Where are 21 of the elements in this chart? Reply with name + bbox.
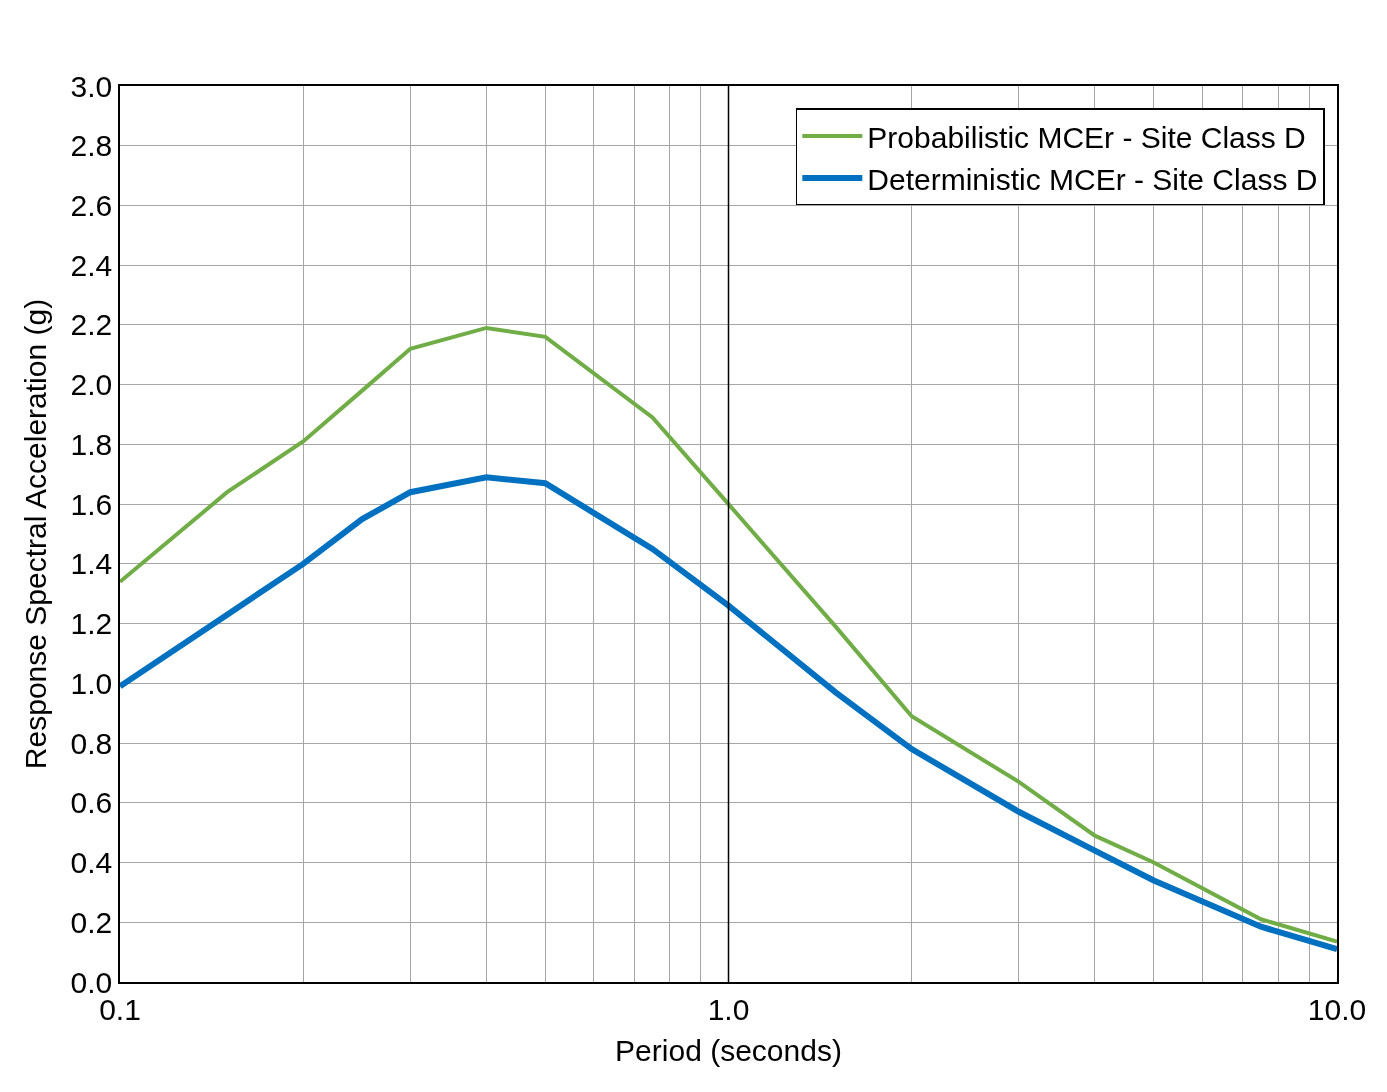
legend-label: Deterministic MCEr - Site Class D bbox=[867, 162, 1318, 196]
legend-label: Probabilistic MCEr - Site Class D bbox=[867, 120, 1306, 154]
y-tick-label: 1.8 bbox=[70, 427, 113, 461]
y-tick-label: 2.4 bbox=[70, 248, 113, 282]
x-tick-label: 10.0 bbox=[1307, 992, 1367, 1026]
y-tick-label: 2.0 bbox=[70, 368, 113, 402]
y-tick-label: 0.4 bbox=[70, 846, 113, 880]
y-tick-label: 2.6 bbox=[70, 188, 113, 222]
y-axis-title: Response Spectral Acceleration (g) bbox=[19, 298, 53, 770]
y-tick-label: 0.6 bbox=[70, 786, 113, 820]
y-tick-label: 0.8 bbox=[70, 726, 113, 760]
y-tick-label: 2.2 bbox=[70, 308, 113, 342]
y-tick-label: 2.8 bbox=[70, 129, 113, 163]
y-tick-label: 1.6 bbox=[70, 487, 113, 521]
y-tick-label: 1.2 bbox=[70, 607, 113, 641]
y-tick-label: 3.0 bbox=[70, 69, 113, 103]
x-axis-title: Period (seconds) bbox=[615, 1033, 842, 1067]
x-tick-label: 1.0 bbox=[707, 992, 750, 1026]
y-tick-label: 1.4 bbox=[70, 547, 113, 581]
y-tick-label: 1.0 bbox=[70, 666, 113, 700]
y-tick-label: 0.2 bbox=[70, 905, 113, 939]
